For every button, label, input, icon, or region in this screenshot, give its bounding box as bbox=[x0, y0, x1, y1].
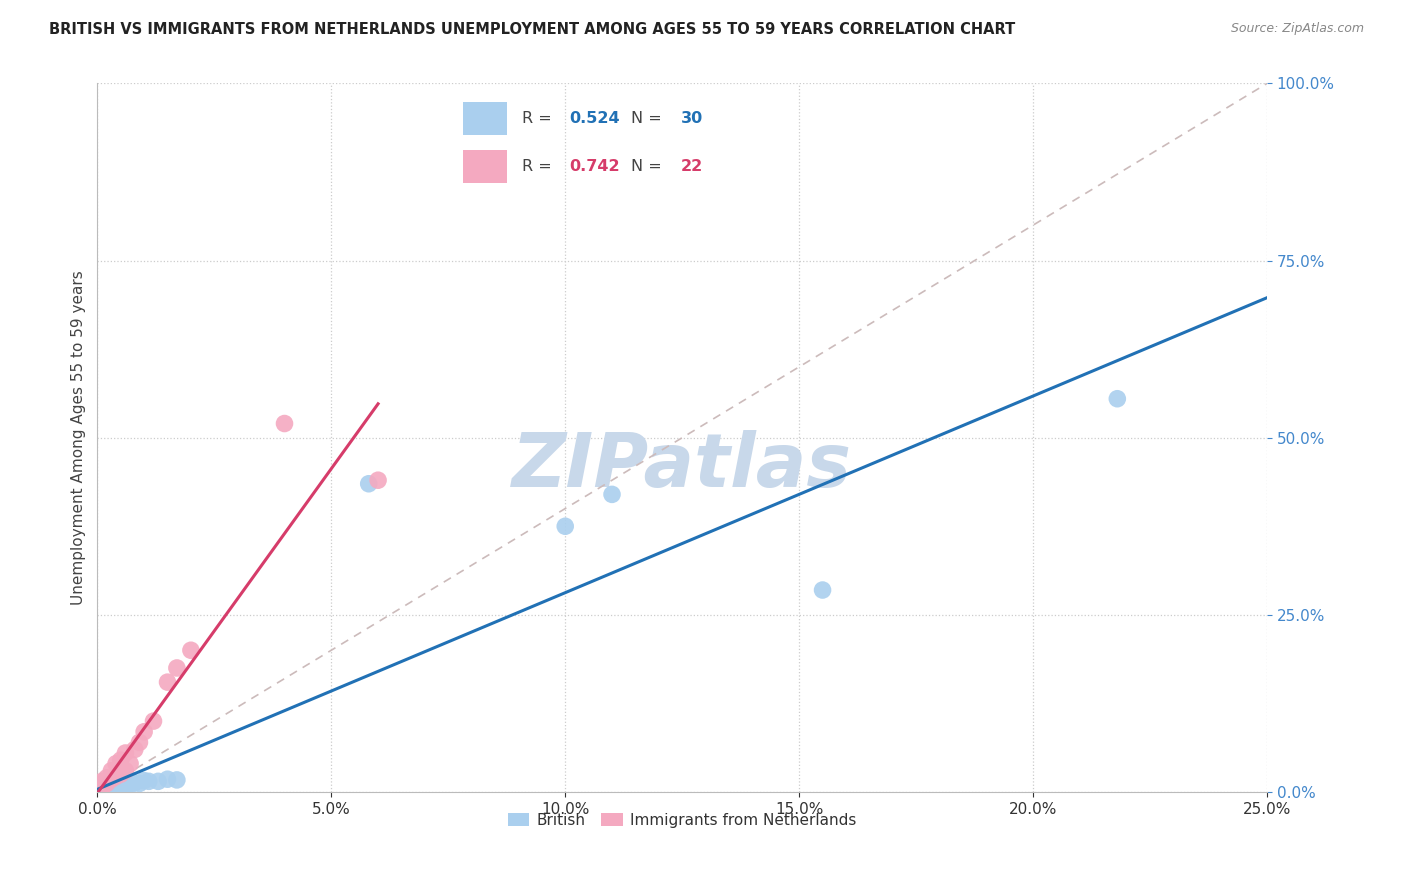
Point bbox=[91, 780, 114, 795]
Point bbox=[91, 781, 114, 796]
Point bbox=[128, 735, 150, 749]
Point bbox=[114, 764, 136, 778]
Point bbox=[124, 742, 146, 756]
Point bbox=[146, 774, 169, 789]
Legend: British, Immigrants from Netherlands: British, Immigrants from Netherlands bbox=[502, 806, 863, 834]
Text: Source: ZipAtlas.com: Source: ZipAtlas.com bbox=[1230, 22, 1364, 36]
Point bbox=[134, 724, 156, 739]
Point bbox=[134, 773, 156, 788]
Y-axis label: Unemployment Among Ages 55 to 59 years: Unemployment Among Ages 55 to 59 years bbox=[72, 270, 86, 605]
Point bbox=[105, 769, 128, 783]
Point bbox=[110, 779, 132, 793]
Point bbox=[166, 661, 188, 675]
Point bbox=[114, 746, 136, 760]
Point bbox=[96, 778, 118, 792]
Point bbox=[91, 774, 114, 789]
Point bbox=[1107, 392, 1129, 406]
Text: BRITISH VS IMMIGRANTS FROM NETHERLANDS UNEMPLOYMENT AMONG AGES 55 TO 59 YEARS CO: BRITISH VS IMMIGRANTS FROM NETHERLANDS U… bbox=[49, 22, 1015, 37]
Point bbox=[91, 783, 114, 797]
Point bbox=[96, 783, 118, 797]
Point bbox=[554, 519, 576, 533]
Point bbox=[100, 772, 122, 787]
Point bbox=[96, 771, 118, 785]
Point bbox=[128, 776, 150, 790]
Point bbox=[156, 772, 179, 787]
Point bbox=[367, 473, 389, 487]
Point bbox=[114, 777, 136, 791]
Point bbox=[96, 780, 118, 795]
Point bbox=[138, 774, 160, 789]
Point bbox=[96, 782, 118, 797]
Point bbox=[110, 782, 132, 797]
Point bbox=[166, 772, 188, 787]
Point bbox=[120, 756, 142, 771]
Point bbox=[100, 776, 122, 790]
Point bbox=[105, 756, 128, 771]
Point bbox=[100, 780, 122, 794]
Point bbox=[600, 487, 623, 501]
Point bbox=[811, 582, 834, 597]
Point bbox=[120, 778, 142, 792]
Point bbox=[91, 782, 114, 797]
Point bbox=[110, 767, 132, 781]
Point bbox=[357, 476, 380, 491]
Point bbox=[105, 782, 128, 797]
Point bbox=[100, 782, 122, 797]
Point bbox=[156, 675, 179, 690]
Text: ZIPatlas: ZIPatlas bbox=[512, 430, 852, 502]
Point bbox=[110, 753, 132, 767]
Point bbox=[105, 779, 128, 793]
Point bbox=[100, 781, 122, 796]
Point bbox=[273, 417, 295, 431]
Point bbox=[100, 764, 122, 778]
Point bbox=[124, 776, 146, 790]
Point bbox=[114, 781, 136, 796]
Point bbox=[96, 776, 118, 790]
Point bbox=[142, 714, 165, 728]
Point bbox=[180, 643, 202, 657]
